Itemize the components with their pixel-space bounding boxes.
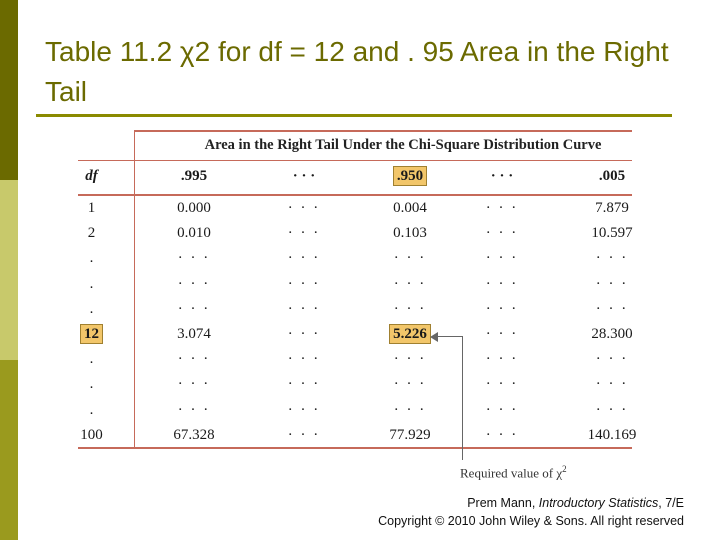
- table-cell: · · ·: [287, 376, 321, 393]
- table-top-rule: [135, 130, 632, 132]
- table-cell: · · ·: [595, 300, 629, 317]
- table-bottom-rule: [78, 447, 632, 449]
- df-cell: .: [89, 401, 94, 418]
- table-cell: · · ·: [485, 426, 519, 443]
- table-cell: · · ·: [485, 250, 519, 267]
- table-cell: · · ·: [485, 401, 519, 418]
- table-cell: · · ·: [595, 250, 629, 267]
- callout-superscript: 2: [562, 464, 567, 474]
- left-band-top: [0, 0, 18, 180]
- table-cell: · · ·: [595, 401, 629, 418]
- table-cell: · · ·: [287, 300, 321, 317]
- table-cell: · · ·: [177, 376, 211, 393]
- table-cell: 0.000: [177, 200, 211, 216]
- table-cell: · · ·: [287, 326, 321, 342]
- column-header-0: .995: [180, 168, 208, 184]
- callout-arrow-icon: [430, 332, 438, 342]
- df-cell: 12: [78, 324, 105, 344]
- table-cell: 0.010: [177, 225, 211, 242]
- table-cell: · · ·: [287, 225, 321, 242]
- table-cell: · · ·: [595, 351, 629, 368]
- column-header-4: .005: [598, 168, 626, 184]
- table-cell: · · ·: [287, 351, 321, 368]
- left-band-bottom: [0, 360, 18, 540]
- table-cell: · · ·: [393, 351, 427, 368]
- caption-rule: [78, 160, 632, 161]
- chi-square-table: Area in the Right Tail Under the Chi-Squ…: [78, 128, 636, 480]
- credit-book-title: Introductory Statistics: [538, 496, 659, 510]
- credit: Prem Mann, Introductory Statistics, 7/E …: [378, 494, 684, 530]
- df-cell: .: [89, 300, 94, 317]
- table-cell: 67.328: [173, 426, 215, 443]
- credit-edition: , 7/E: [658, 496, 684, 510]
- table-caption: Area in the Right Tail Under the Chi-Squ…: [204, 137, 602, 153]
- header-rule: [78, 194, 632, 196]
- table-cell: 7.879: [595, 200, 629, 216]
- table-cell: · · ·: [485, 326, 519, 342]
- table-cell: · · ·: [177, 300, 211, 317]
- left-band-middle: [0, 180, 18, 360]
- table-cell: 77.929: [389, 426, 431, 443]
- table-cell: · · ·: [177, 250, 211, 267]
- table-cell: · · ·: [287, 426, 321, 443]
- column-header-1: · · ·: [292, 168, 316, 184]
- table-cell: · · ·: [595, 275, 629, 292]
- table-cell: · · ·: [177, 401, 211, 418]
- table-cell: · · ·: [485, 275, 519, 292]
- table-cell: · · ·: [393, 275, 427, 292]
- df-cell: .: [89, 376, 94, 393]
- df-cell: .: [89, 275, 94, 292]
- table-cell: · · ·: [393, 300, 427, 317]
- table-cell: · · ·: [177, 351, 211, 368]
- table-cell: · · ·: [177, 275, 211, 292]
- table-cell: · · ·: [485, 351, 519, 368]
- table-cell: · · ·: [287, 200, 321, 216]
- credit-author: Prem Mann,: [467, 496, 539, 510]
- table-cell: · · ·: [287, 401, 321, 418]
- table-cell: 5.226: [370, 324, 450, 344]
- title-underline: [36, 114, 672, 117]
- df-cell: 1: [87, 200, 96, 216]
- table-cell: · · ·: [393, 250, 427, 267]
- credit-line-1: Prem Mann, Introductory Statistics, 7/E: [378, 494, 684, 512]
- table-cell: · · ·: [287, 275, 321, 292]
- credit-line-2: Copyright © 2010 John Wiley & Sons. All …: [378, 514, 684, 528]
- table-cell: · · ·: [287, 250, 321, 267]
- df-cell: .: [89, 351, 94, 368]
- table-cell: 10.597: [591, 225, 633, 242]
- table-cell: · · ·: [485, 376, 519, 393]
- df-column-divider: [134, 130, 135, 449]
- table-cell: 0.103: [393, 225, 427, 242]
- df-cell: .: [89, 250, 94, 267]
- callout-line-vertical: [462, 336, 463, 460]
- callout-text: Required value of χ: [460, 465, 563, 481]
- df-cell: 2: [87, 225, 96, 242]
- table-cell: · · ·: [393, 376, 427, 393]
- table-cell: 140.169: [587, 426, 637, 443]
- callout-line-horizontal: [436, 336, 462, 337]
- slide-title: Table 11.2 χ2 for df = 12 and . 95 Area …: [45, 36, 669, 107]
- df-cell: 100: [80, 426, 103, 443]
- df-header: df: [85, 168, 98, 184]
- column-header-3: · · ·: [490, 168, 514, 184]
- table-cell: 3.074: [177, 326, 211, 342]
- column-header-2: .950: [370, 166, 450, 186]
- callout-label: Required value of χ2: [460, 464, 567, 481]
- table-cell: · · ·: [393, 401, 427, 418]
- table-cell: · · ·: [485, 225, 519, 242]
- table-cell: · · ·: [485, 300, 519, 317]
- table-cell: · · ·: [485, 200, 519, 216]
- table-cell: 0.004: [393, 200, 427, 216]
- table-cell: 28.300: [591, 326, 633, 342]
- table-cell: · · ·: [595, 376, 629, 393]
